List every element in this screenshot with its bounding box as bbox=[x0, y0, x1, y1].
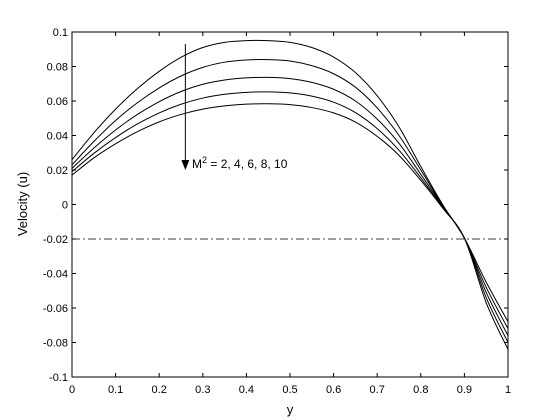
arrow-head bbox=[181, 160, 190, 170]
series-line-5 bbox=[71, 103, 509, 350]
y-tick-label-9: 0.08 bbox=[47, 62, 68, 74]
x-tick-label-1: 0.1 bbox=[108, 384, 123, 396]
y-tick-label-0: -0.1 bbox=[49, 372, 68, 384]
x-tick-label-5: 0.5 bbox=[282, 384, 297, 396]
annotation-superscript: 2 bbox=[202, 155, 207, 165]
series-layer bbox=[71, 39, 509, 350]
x-tick-label-4: 0.4 bbox=[239, 384, 254, 396]
annotation-layer: M2 = 2, 4, 6, 8, 10 bbox=[181, 44, 288, 171]
x-tick-label-0: 0 bbox=[69, 384, 75, 396]
x-axis-label: y bbox=[287, 402, 294, 417]
x-tick-label-7: 0.7 bbox=[370, 384, 385, 396]
y-tick-label-3: -0.04 bbox=[43, 269, 68, 281]
y-tick-label-10: 0.1 bbox=[53, 27, 68, 39]
annotation-prefix: M bbox=[192, 157, 202, 171]
x-tick-label-10: 1 bbox=[505, 384, 511, 396]
y-tick-label-4: -0.02 bbox=[43, 234, 68, 246]
annotation-suffix: = 2, 4, 6, 8, 10 bbox=[207, 157, 288, 171]
y-tick-label-1: -0.08 bbox=[43, 338, 68, 350]
tick-layer: 0 0.1 0.2 0.3 0.4 0.5 0.6 0.7 0.8 0.9 1 -0.1 -0.08 -0… bbox=[43, 27, 511, 396]
series-line-1 bbox=[71, 39, 509, 323]
plot-area-frame bbox=[71, 31, 509, 378]
series-line-3 bbox=[71, 76, 509, 336]
x-tick-label-3: 0.3 bbox=[195, 384, 210, 396]
series-line-2 bbox=[71, 59, 509, 329]
y-tick-label-8: 0.06 bbox=[47, 96, 68, 108]
annotation-label: M2 = 2, 4, 6, 8, 10 bbox=[192, 155, 288, 171]
x-tick-label-6: 0.6 bbox=[326, 384, 341, 396]
x-tick-label-2: 0.2 bbox=[152, 384, 167, 396]
y-tick-label-5: 0 bbox=[62, 200, 68, 212]
y-axis-label: Velocity (u) bbox=[15, 172, 30, 236]
y-tick-label-2: -0.06 bbox=[43, 303, 68, 315]
y-tick-label-7: 0.04 bbox=[47, 131, 68, 143]
x-tick-label-9: 0.9 bbox=[457, 384, 472, 396]
y-tick-label-6: 0.02 bbox=[47, 165, 68, 177]
x-tick-label-8: 0.8 bbox=[413, 384, 428, 396]
series-line-4 bbox=[71, 91, 509, 343]
